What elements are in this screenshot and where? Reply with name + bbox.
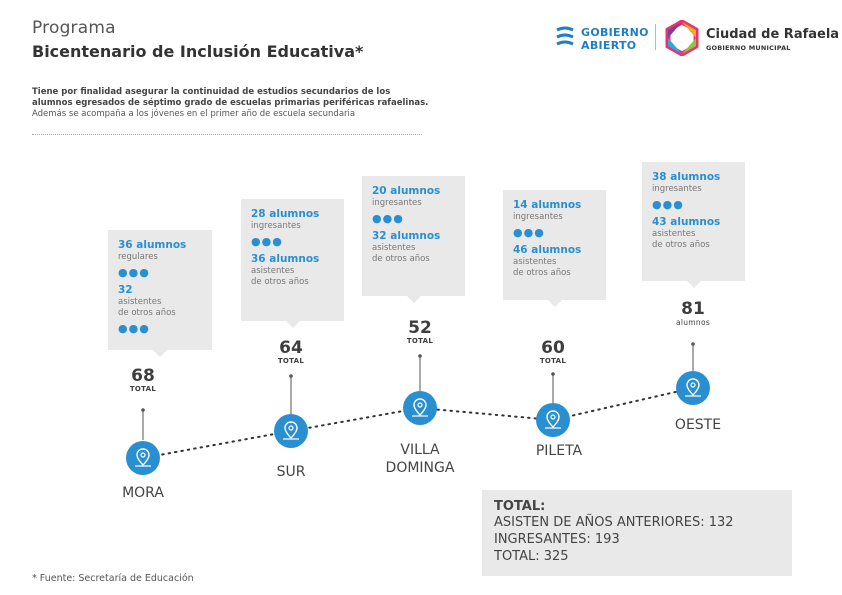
gobierno-abierto-line1: GOBIERNO	[581, 26, 649, 39]
summary-previous-years: ASISTEN DE AÑOS ANTERIORES: 132	[494, 515, 734, 530]
zone-total-villa-dominga: 52 TOTAL	[390, 319, 450, 345]
map-pin-icon	[413, 398, 427, 416]
zone-value-2: 36 alumnos	[251, 253, 320, 265]
stem-dot-sur	[289, 374, 293, 378]
zone-value-1: 20 alumnos	[372, 185, 441, 197]
zone-label-2: asistentes de otros años	[652, 229, 710, 250]
stem-dot-villa-dominga	[418, 354, 422, 358]
node-mora	[126, 441, 160, 475]
zone-box-villa-dominga: 20 alumnos ingresantes ●●● 32 alumnos as…	[362, 176, 465, 303]
source-footnote: * Fuente: Secretaría de Educación	[32, 573, 194, 584]
zone-total-pileta: 60 TOTAL	[523, 339, 583, 365]
gobierno-abierto-icon	[556, 26, 574, 46]
page-pretitle: Programa	[32, 18, 116, 38]
page-title: Bicentenario de Inclusión Educativa*	[32, 42, 364, 61]
zone-total-number: 60	[541, 338, 565, 358]
zone-box-pileta: 14 alumnos ingresantes ●●● 46 alumnos as…	[503, 190, 606, 307]
stem-lines	[141, 342, 695, 440]
dots-separator-icon: ●●●	[118, 322, 150, 335]
summary-new-students: INGRESANTES: 193	[494, 532, 620, 547]
gobierno-abierto-logo: GOBIERNO ABIERTO	[555, 24, 650, 54]
zone-value-1: 36 alumnos	[118, 239, 187, 251]
ciudad-rafaela-sub: GOBIERNO MUNICIPAL	[706, 44, 791, 52]
dots-separator-icon: ●●●	[372, 212, 404, 225]
zone-total-unit: TOTAL	[539, 357, 567, 365]
zone-label-2: asistentes de otros años	[372, 243, 430, 264]
zone-value-2: 46 alumnos	[513, 244, 582, 256]
program-description: Tiene por finalidad asegurar la continui…	[32, 87, 452, 120]
dots-separator-icon: ●●●	[652, 198, 684, 211]
stem-dot-pileta	[551, 372, 555, 376]
zone-label-2: asistentes de otros años	[118, 297, 176, 318]
gobierno-abierto-line2: ABIERTO	[581, 39, 637, 52]
zone-total-unit: alumnos	[675, 318, 711, 327]
summary-box: TOTAL: ASISTEN DE AÑOS ANTERIORES: 132 I…	[482, 490, 792, 576]
zone-total-unit: TOTAL	[129, 385, 157, 393]
summary-total: TOTAL: 325	[494, 549, 569, 564]
zone-total-unit: TOTAL	[406, 337, 434, 345]
node-sur	[274, 414, 308, 448]
description-line-3: Además se acompaña a los jóvenes en el p…	[32, 109, 356, 119]
zone-total-number: 81	[681, 299, 705, 319]
zone-total-unit: TOTAL	[277, 357, 305, 365]
node-villa-dominga	[403, 391, 437, 425]
zone-label-2: asistentes de otros años	[513, 257, 571, 278]
zone-value-1: 14 alumnos	[513, 199, 582, 211]
hexagon-logo-icon	[665, 20, 699, 56]
zone-total-number: 52	[408, 318, 432, 338]
zone-total-number: 64	[279, 338, 303, 358]
dots-separator-icon: ●●●	[513, 226, 545, 239]
zone-total-oeste: 81 alumnos	[663, 300, 723, 327]
zone-name-mora: MORA	[122, 485, 164, 501]
zone-total-sur: 64 TOTAL	[261, 339, 321, 365]
zone-value-1: 38 alumnos	[652, 171, 721, 183]
stem-dot-mora	[141, 408, 145, 412]
summary-heading: TOTAL:	[494, 499, 546, 514]
zone-value-2: 32	[118, 284, 133, 296]
description-line-2: alumnos egresados de séptimo grado de es…	[32, 98, 429, 108]
zone-name-oeste: OESTE	[674, 417, 722, 433]
zone-name-villa-dominga: VILLA DOMINGA	[385, 442, 455, 476]
map-pin-icon	[136, 448, 150, 466]
zone-box-oeste: 38 alumnos ingresantes ●●● 43 alumnos as…	[642, 162, 745, 288]
dots-separator-icon: ●●●	[118, 266, 150, 279]
map-pin-icon	[546, 410, 560, 428]
dots-separator-icon: ●●●	[251, 235, 283, 248]
ciudad-rafaela-logo: Ciudad de Rafaela GOBIERNO MUNICIPAL	[664, 20, 839, 56]
node-pileta	[536, 403, 570, 437]
zone-total-mora: 68 TOTAL	[113, 367, 173, 393]
map-pin-icon	[686, 378, 700, 396]
zone-name-pileta: PILETA	[535, 443, 583, 459]
stem-dot-oeste	[691, 342, 695, 346]
zone-value-2: 43 alumnos	[652, 216, 721, 228]
zone-box-sur: 28 alumnos ingresantes ●●● 36 alumnos as…	[241, 199, 344, 328]
zone-value-1: 28 alumnos	[251, 208, 320, 220]
map-pin-icon	[284, 421, 298, 439]
zone-box-mora: 36 alumnos regulares ●●● 32 asistentes d…	[108, 230, 212, 357]
zone-label-2: asistentes de otros años	[251, 266, 309, 287]
zone-label-1: ingresantes	[251, 221, 301, 231]
node-oeste	[676, 371, 710, 405]
ciudad-rafaela-name: Ciudad de Rafaela	[706, 27, 840, 42]
zone-label-1: ingresantes	[513, 212, 563, 222]
logo-divider	[655, 24, 656, 50]
zone-value-2: 32 alumnos	[372, 230, 441, 242]
zone-label-1: ingresantes	[652, 184, 702, 194]
zone-total-number: 68	[131, 366, 155, 386]
zone-label-1: regulares	[118, 252, 158, 262]
zone-label-1: ingresantes	[372, 198, 422, 208]
zone-name-sur: SUR	[276, 464, 306, 480]
description-line-1: Tiene por finalidad asegurar la continui…	[32, 87, 391, 97]
description-divider	[32, 134, 422, 135]
